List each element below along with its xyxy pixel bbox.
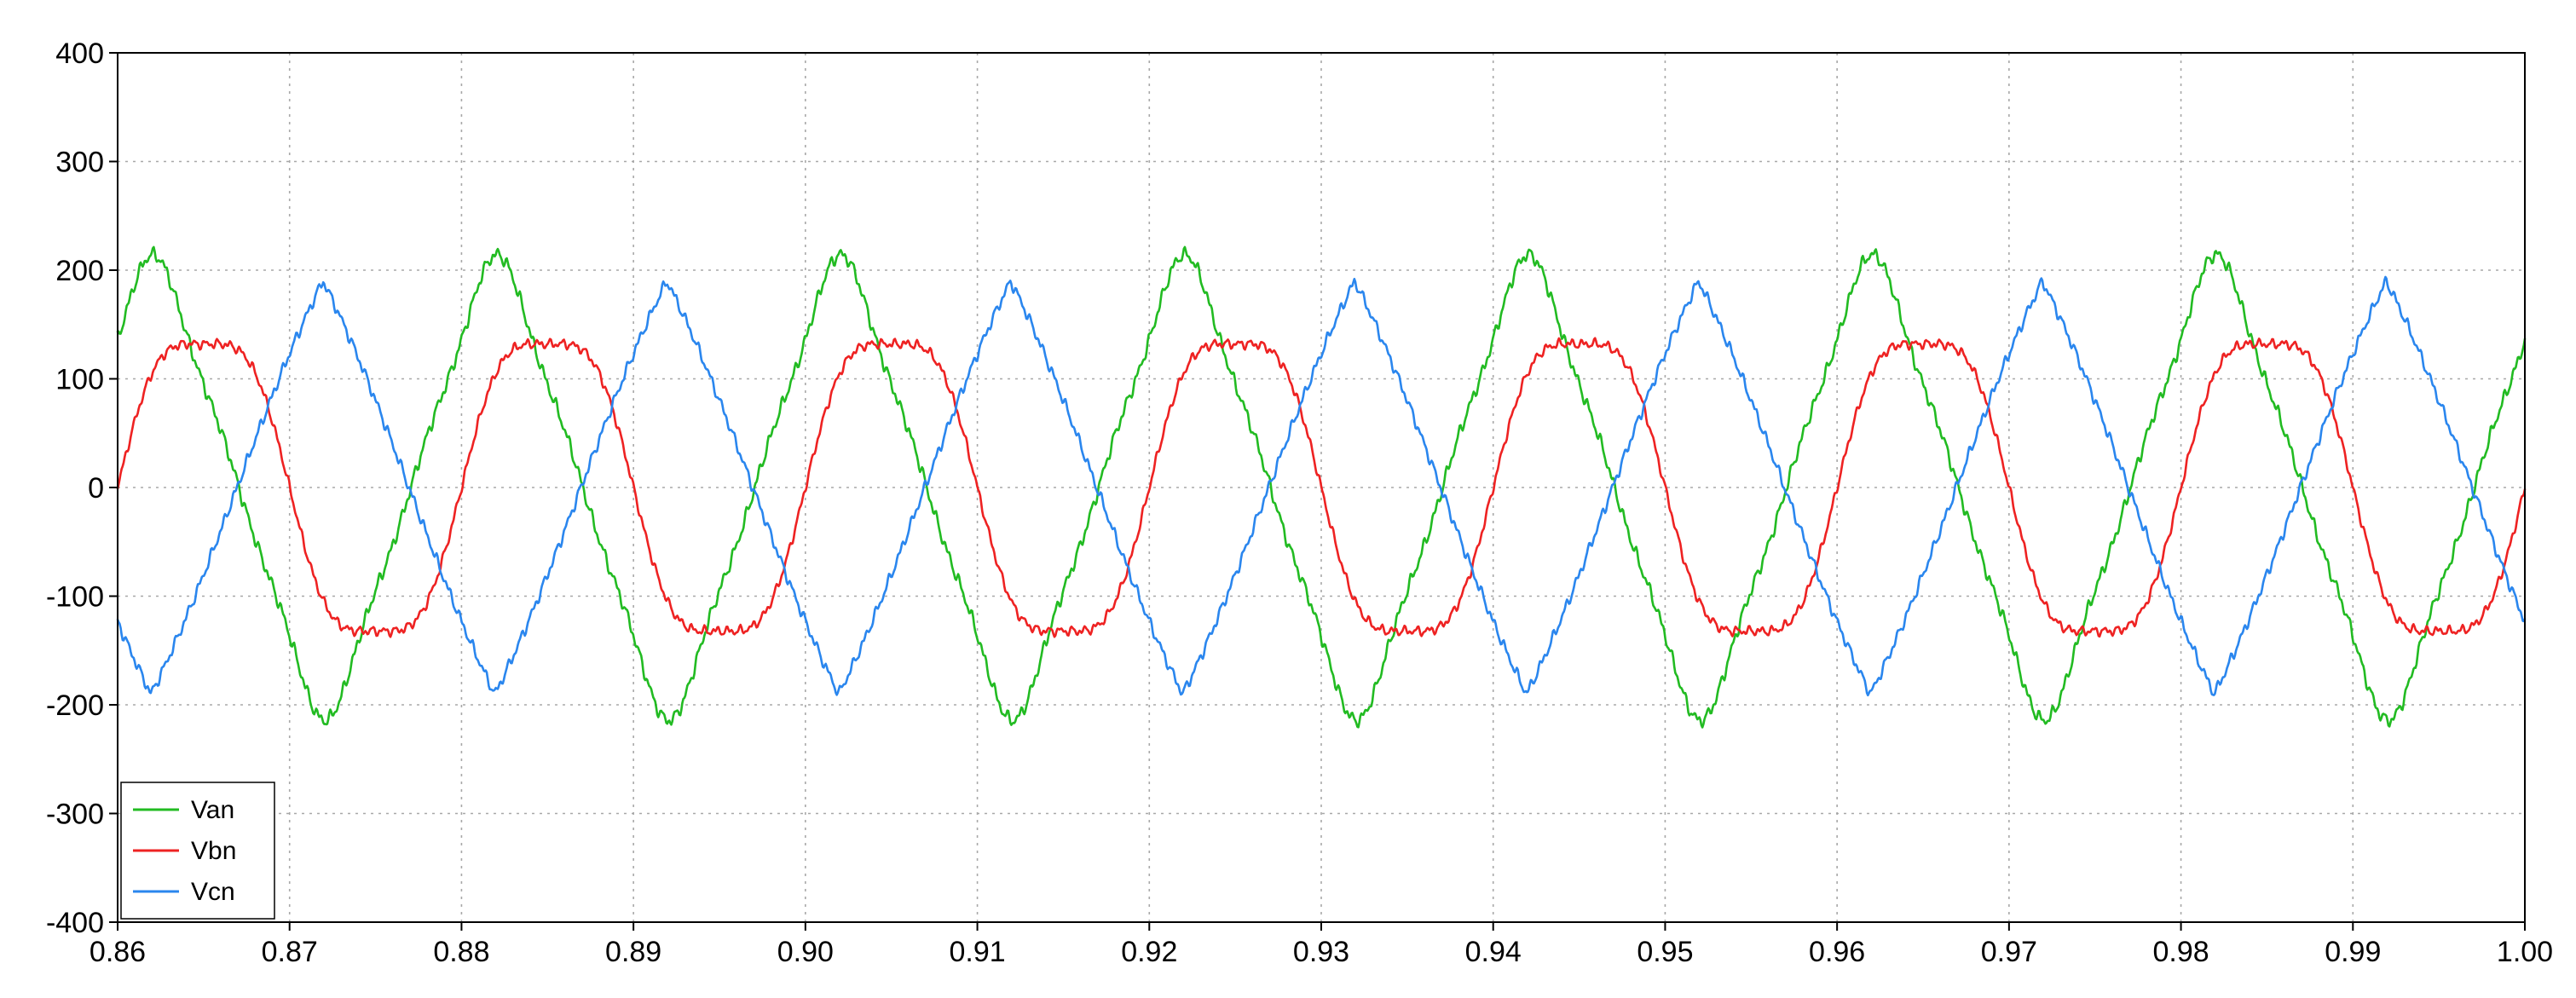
legend-label-vcn: Vcn	[191, 878, 235, 906]
x-tick-label: 0.96	[1809, 936, 1865, 968]
x-tick-label: 0.95	[1637, 936, 1693, 968]
y-tick-label: 100	[55, 364, 104, 396]
x-tick-label: 0.97	[1981, 936, 2037, 968]
x-tick-label: 0.86	[90, 936, 146, 968]
series-line-van	[116, 245, 2527, 729]
y-tick-label: -300	[46, 799, 104, 831]
x-tick-label: 1.00	[2497, 936, 2553, 968]
y-tick-label: -400	[46, 907, 104, 939]
x-tick-label: 0.88	[433, 936, 489, 968]
x-tick-label: 0.92	[1121, 936, 1177, 968]
series-layer	[116, 245, 2527, 729]
x-tick-label: 0.93	[1293, 936, 1349, 968]
legend-label-van: Van	[191, 796, 234, 824]
x-tick-label: 0.90	[777, 936, 834, 968]
grid	[118, 53, 2525, 922]
x-tick-label: 0.99	[2325, 936, 2381, 968]
x-tick-label: 0.94	[1465, 936, 1522, 968]
series-line-vbn	[116, 337, 2527, 638]
y-tick-label: 200	[55, 255, 104, 287]
y-tick-label: -200	[46, 689, 104, 722]
x-tick-label: 0.98	[2152, 936, 2209, 968]
legend-label-vbn: Vbn	[191, 837, 236, 865]
y-tick-label: -100	[46, 581, 104, 614]
x-tick-label: 0.89	[605, 936, 661, 968]
y-tick-label: 0	[88, 472, 104, 505]
legend: Van Vbn Vcn	[120, 782, 275, 920]
x-tick-label: 0.87	[262, 936, 318, 968]
series-line-vcn	[116, 275, 2527, 697]
y-tick-label: 400	[55, 37, 104, 70]
y-tick-label: 300	[55, 147, 104, 179]
x-tick-label: 0.91	[949, 936, 1005, 968]
axis-ticks: 0.86 0.87 0.88 0.89 0.90 0.91 0.92 0.93 0.94 0.95…	[46, 37, 2553, 968]
